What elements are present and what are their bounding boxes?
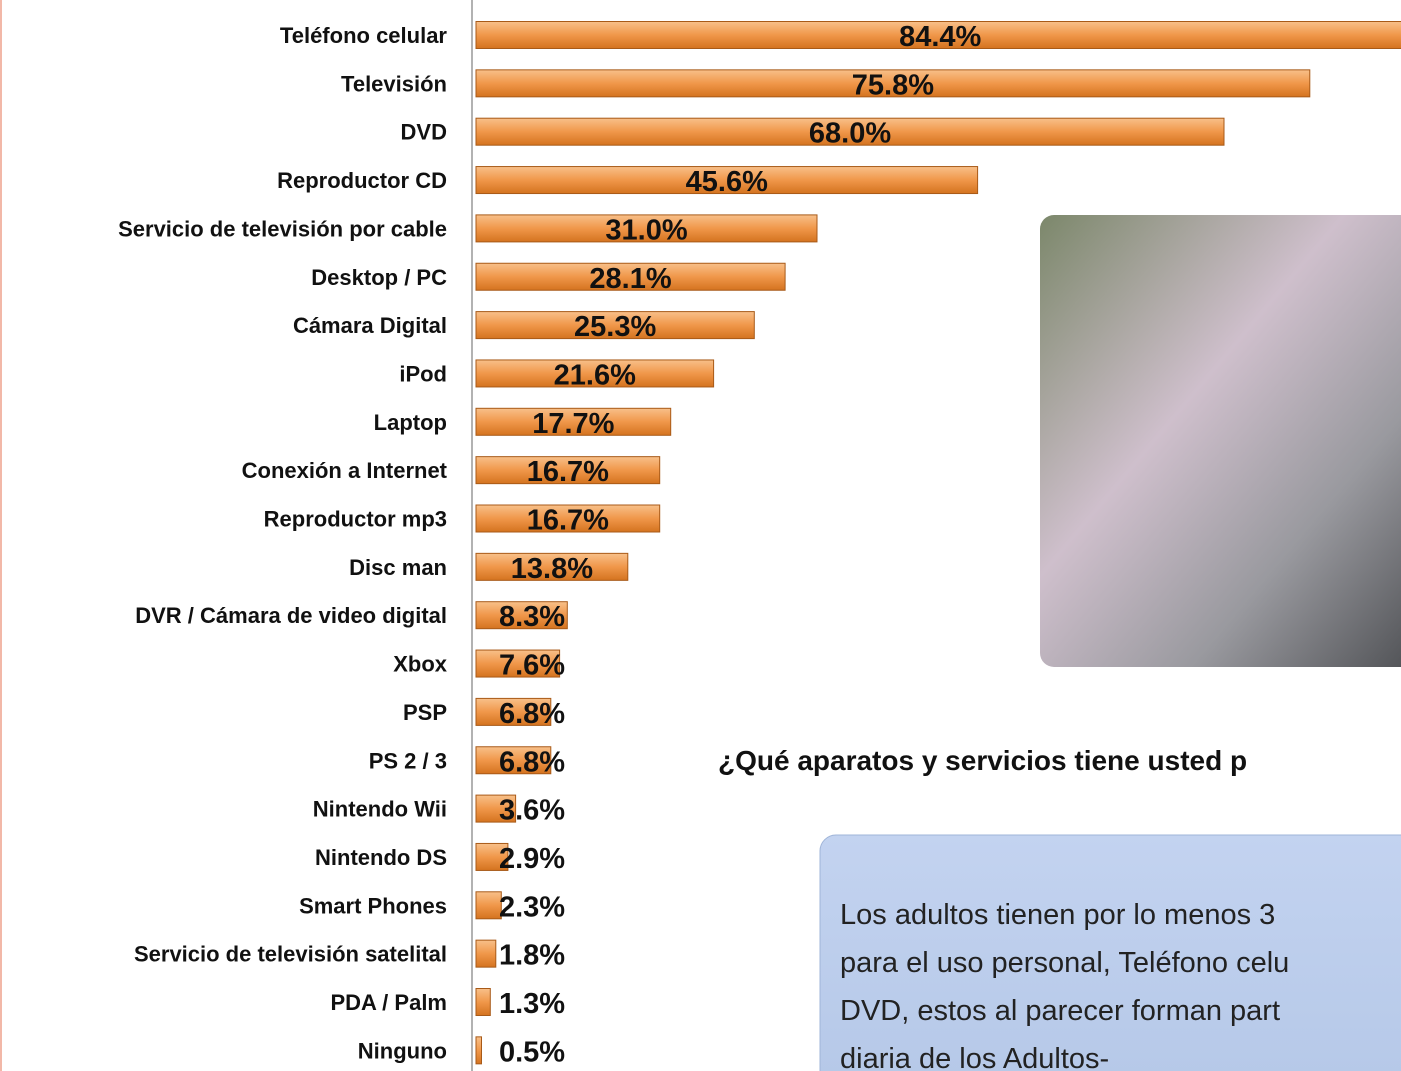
category-label: Disc man (349, 555, 447, 580)
category-label: Xbox (393, 652, 448, 677)
category-label: Desktop / PC (311, 265, 447, 290)
value-label: 84.4% (899, 21, 981, 53)
category-label: PDA / Palm (330, 990, 447, 1015)
value-label: 45.6% (686, 166, 768, 198)
category-label: DVR / Cámara de video digital (135, 603, 447, 628)
category-label: Ninguno (358, 1038, 447, 1063)
bar (476, 940, 496, 967)
category-label: Nintendo DS (315, 845, 447, 870)
value-label: 2.9% (499, 843, 565, 875)
value-label: 16.7% (527, 456, 609, 488)
category-label: Conexión a Internet (242, 458, 448, 483)
bar (476, 989, 490, 1016)
value-label: 21.6% (554, 359, 636, 391)
value-label: 1.8% (499, 940, 565, 972)
value-label: 25.3% (574, 311, 656, 343)
category-label: Televisión (341, 71, 447, 96)
value-label: 28.1% (589, 263, 671, 295)
category-label: Teléfono celular (280, 23, 448, 48)
value-label: 68.0% (809, 118, 891, 150)
bar (476, 892, 501, 919)
bar (476, 1037, 482, 1064)
note-line: DVD, estos al parecer forman part (840, 995, 1280, 1027)
category-label: Reproductor mp3 (264, 507, 447, 532)
value-label: 8.3% (499, 601, 565, 633)
category-label: iPod (399, 361, 447, 386)
photo (1040, 215, 1401, 667)
value-label: 13.8% (511, 553, 593, 585)
note-line: para el uso personal, Teléfono celu (840, 947, 1289, 979)
page: ¿Qué aparatos y servicios tiene usted p … (0, 0, 1401, 1071)
note-line: Los adultos tienen por lo menos 3 (840, 899, 1275, 931)
value-label: 17.7% (532, 408, 614, 440)
chart: ¿Qué aparatos y servicios tiene usted p … (0, 0, 1401, 1071)
value-label: 1.3% (499, 988, 565, 1020)
category-label: PS 2 / 3 (369, 748, 447, 773)
category-label: Servicio de televisión por cable (118, 216, 447, 241)
category-label: Laptop (374, 410, 447, 435)
value-label: 3.6% (499, 795, 565, 827)
value-label: 6.8% (499, 746, 565, 778)
category-label: PSP (403, 700, 447, 725)
category-label: Smart Phones (299, 893, 447, 918)
value-label: 75.8% (852, 69, 934, 101)
category-label: Servicio de televisión satelital (134, 942, 447, 967)
value-label: 7.6% (499, 650, 565, 682)
category-label: DVD (401, 120, 447, 145)
value-label: 2.3% (499, 891, 565, 923)
value-label: 0.5% (499, 1036, 565, 1068)
value-label: 31.0% (605, 214, 687, 246)
category-label: Nintendo Wii (313, 797, 447, 822)
value-label: 16.7% (527, 505, 609, 537)
category-label: Reproductor CD (277, 168, 447, 193)
category-label: Cámara Digital (293, 313, 447, 338)
value-label: 6.8% (499, 698, 565, 730)
note-line: diaria de los Adultos- (840, 1043, 1109, 1071)
question: ¿Qué aparatos y servicios tiene usted p (718, 745, 1247, 776)
